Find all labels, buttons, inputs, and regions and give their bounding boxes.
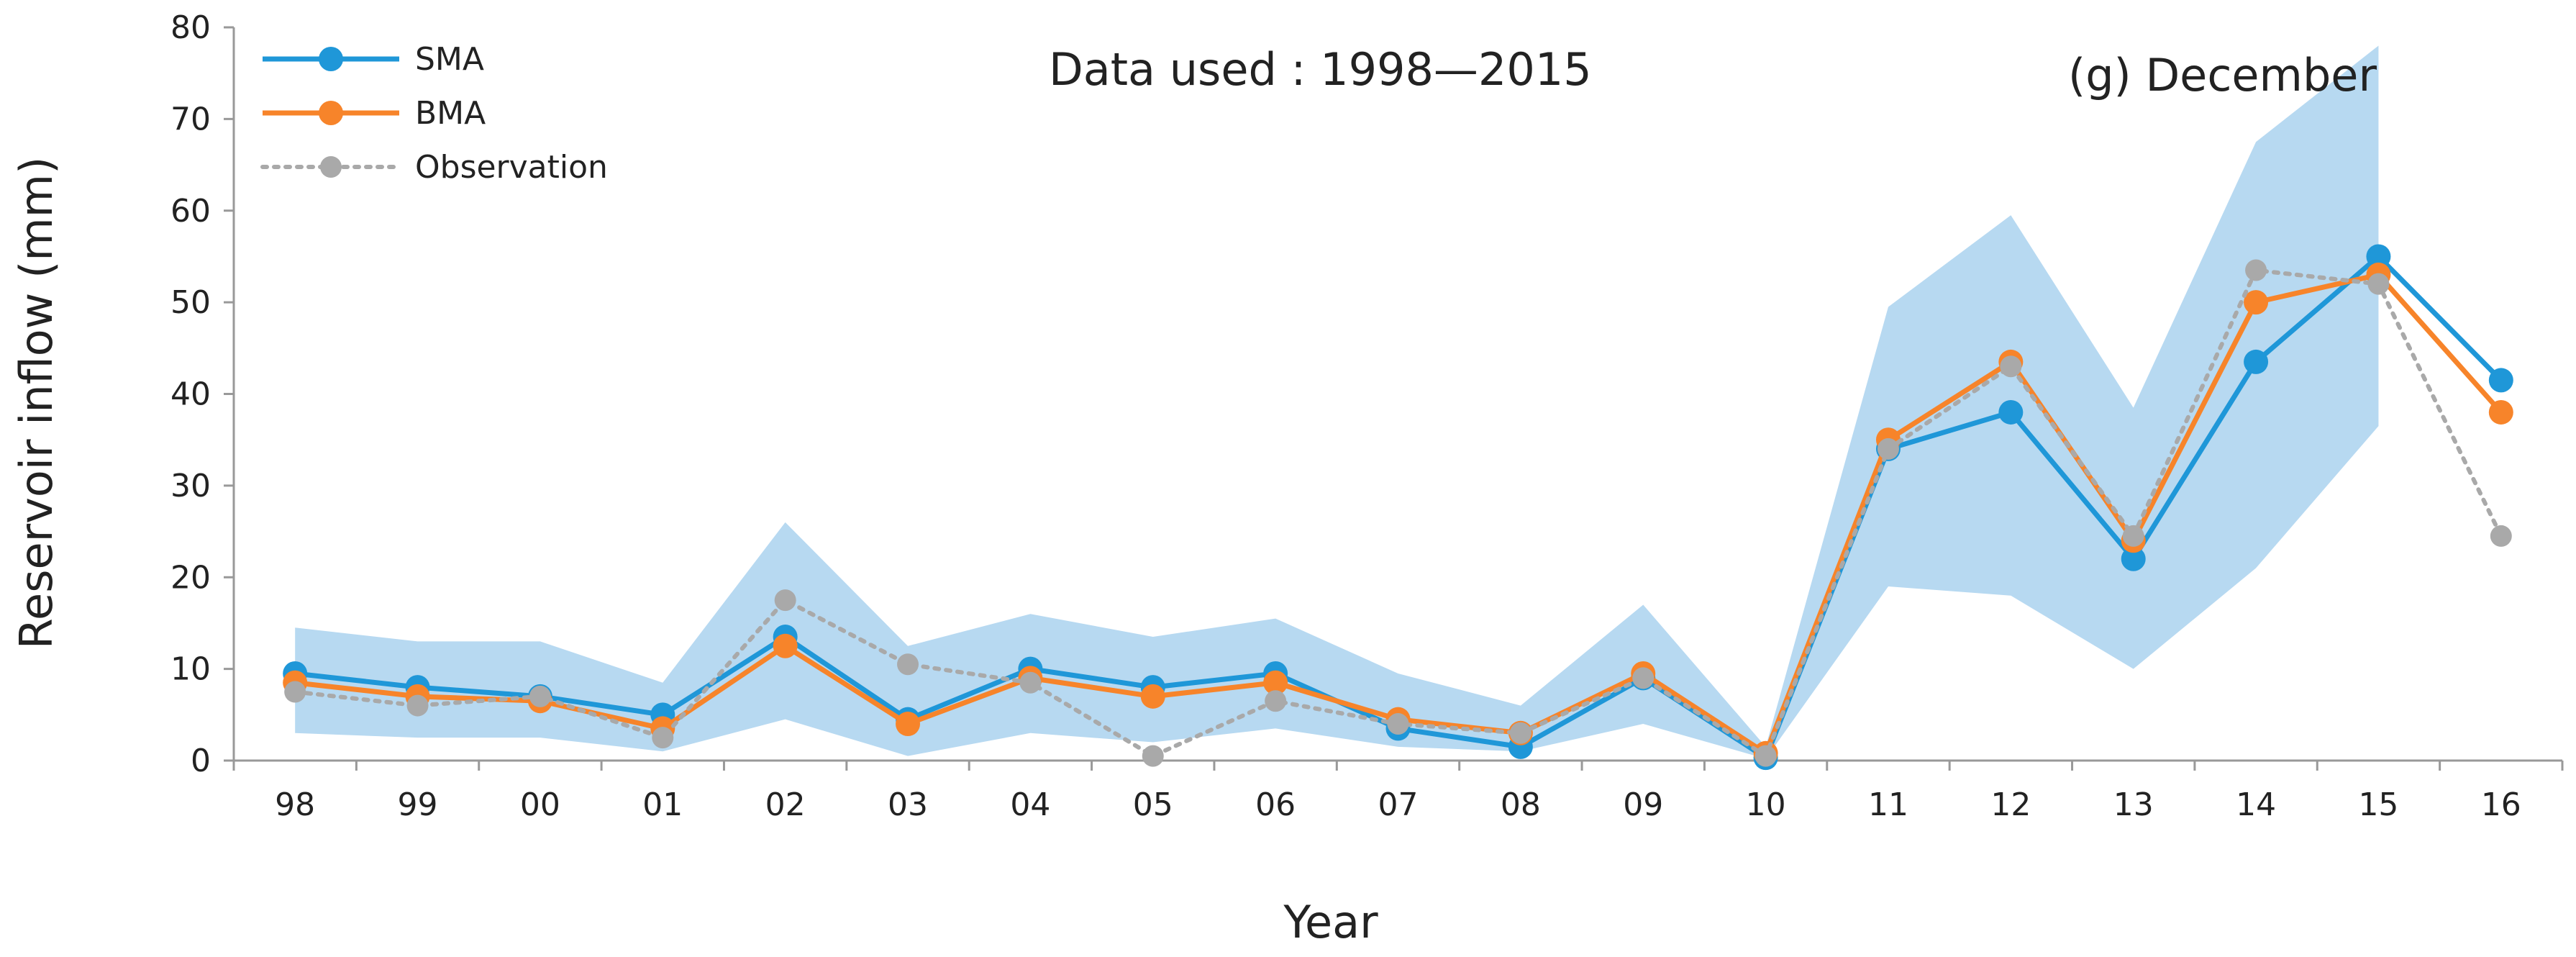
series — [283, 244, 2513, 771]
x-tick-label: 13 — [2113, 786, 2154, 823]
series-point-sma — [2488, 368, 2513, 393]
legend-marker — [319, 101, 343, 125]
series-point-observation — [1142, 745, 1164, 767]
y-tick-label: 60 — [170, 193, 211, 230]
x-tick-label: 99 — [398, 786, 438, 823]
series-point-sma — [2366, 244, 2391, 269]
x-tick-label: 14 — [2236, 786, 2276, 823]
x-ticks: 98 99 00 01 02 03 04 05 06 07 08 09 10 11 12 13 14 15 16 — [232, 761, 2564, 823]
x-tick-label: 05 — [1133, 786, 1173, 823]
month-panel-annotation: (g) December — [2068, 49, 2377, 101]
series-point-observation — [1632, 667, 1655, 689]
x-tick-label: 09 — [1623, 786, 1663, 823]
legend-marker — [319, 47, 343, 71]
y-tick-label: 70 — [170, 101, 211, 137]
x-tick-label: 00 — [520, 786, 560, 823]
x-tick-label: 98 — [275, 786, 315, 823]
x-tick-label: 06 — [1255, 786, 1296, 823]
x-tick-label: 11 — [1868, 786, 1908, 823]
series-point-observation — [1387, 713, 1409, 735]
y-axis-title: Reservoir inflow (mm) — [10, 157, 63, 650]
x-tick-label: 15 — [2358, 786, 2398, 823]
series-point-observation — [897, 653, 919, 676]
y-tick-label: 10 — [170, 651, 211, 688]
x-axis-title: Year — [1283, 896, 1378, 948]
legend-label: Observation — [415, 149, 608, 186]
y-tick-label: 40 — [170, 376, 211, 413]
y-ticks: 0 10 20 30 40 50 60 70 80 — [170, 9, 234, 779]
band-area — [295, 45, 2379, 759]
series-point-bma — [2488, 399, 2513, 425]
series-observation — [284, 259, 2512, 767]
series-point-observation — [284, 681, 306, 703]
series-point-observation — [2367, 273, 2390, 295]
x-tick-label: 01 — [642, 786, 683, 823]
x-tick-label: 08 — [1501, 786, 1541, 823]
legend-entry-bma: BMA — [263, 95, 486, 132]
series-point-observation — [406, 694, 429, 717]
legend-entry-observation: Observation — [260, 149, 608, 186]
legend-label: BMA — [415, 95, 486, 132]
legend-marker — [320, 156, 342, 178]
y-tick-label: 80 — [170, 9, 211, 46]
legend-label: SMA — [415, 41, 484, 78]
x-tick-label: 12 — [1990, 786, 2031, 823]
series-point-bma — [1140, 684, 1165, 709]
series-point-bma — [896, 712, 921, 737]
series-point-observation — [1019, 671, 1042, 694]
series-point-observation — [1754, 745, 1777, 767]
y-tick-label: 20 — [170, 559, 211, 596]
series-point-sma — [2121, 546, 2146, 571]
series-point-observation — [652, 727, 674, 749]
x-tick-label: 03 — [888, 786, 928, 823]
x-tick-label: 16 — [2481, 786, 2521, 823]
series-point-bma — [773, 633, 798, 658]
series-point-bma — [1263, 670, 1288, 695]
y-tick-label: 50 — [170, 284, 211, 321]
series-point-sma — [1998, 399, 2024, 425]
series-point-observation — [1509, 722, 1532, 744]
series-point-observation — [2245, 259, 2267, 281]
y-tick-label: 0 — [191, 743, 211, 779]
x-tick-label: 02 — [765, 786, 806, 823]
data-period-annotation: Data used : 1998—2015 — [1049, 43, 1592, 96]
series-point-observation — [2122, 525, 2144, 547]
y-tick-label: 30 — [170, 468, 211, 504]
legend: SMA BMA Observation — [260, 41, 608, 186]
series-point-sma — [2244, 349, 2269, 374]
x-tick-label: 10 — [1746, 786, 1786, 823]
series-point-observation — [1265, 690, 1287, 712]
legend-entry-sma: SMA — [263, 41, 484, 78]
ensemble-range-band — [295, 45, 2379, 759]
series-point-observation — [774, 589, 796, 612]
series-point-observation — [2000, 355, 2022, 378]
series-point-observation — [2490, 525, 2512, 547]
series-point-observation — [1877, 437, 1899, 460]
series-point-bma — [2244, 290, 2269, 315]
x-tick-label: 04 — [1010, 786, 1050, 823]
series-point-observation — [529, 685, 551, 707]
x-tick-label: 07 — [1378, 786, 1419, 823]
